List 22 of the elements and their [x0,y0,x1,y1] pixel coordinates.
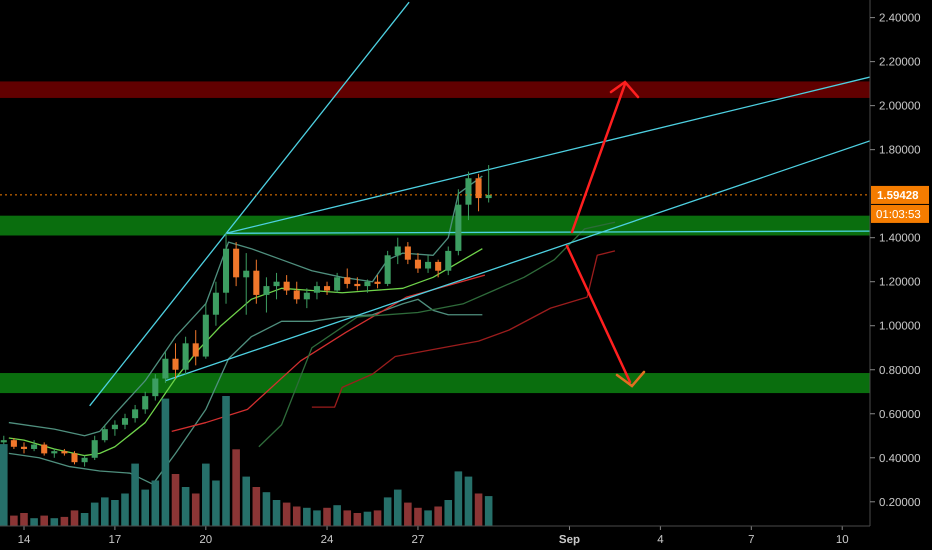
x-tick-label: Sep [558,534,580,546]
y-tick-label: 0.60000 [879,408,921,421]
text: 01:03:53 [876,208,921,221]
y-tick-label: 1.40000 [879,232,921,245]
ref-line-label: 1.59428 [877,190,920,202]
y-tick-label: 0.80000 [879,364,921,377]
x-tick-label: 4 [657,534,664,546]
y-tick-label: 2.20000 [879,56,921,69]
x-tick-label: 14 [18,534,31,546]
x-tick-label: 17 [108,534,122,546]
y-tick-label: 1.00000 [879,320,921,333]
x-tick-label: 27 [412,534,424,546]
x-tick-label: 20 [199,534,212,546]
x-tick-label: 24 [320,534,334,546]
y-tick-label: 2.40000 [879,12,921,25]
x-tick-label: 7 [748,534,755,546]
y-tick-label: 2.00000 [879,100,921,113]
y-tick-label: 0.20000 [879,496,921,509]
x-tick-label: 10 [836,534,849,546]
y-tick-label: 1.80000 [879,144,921,157]
y-tick-label: 1.20000 [879,276,921,289]
y-tick-label: 0.40000 [879,452,921,465]
